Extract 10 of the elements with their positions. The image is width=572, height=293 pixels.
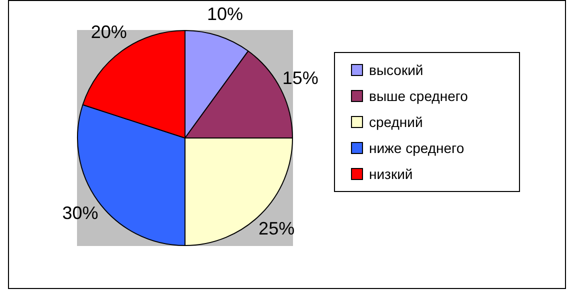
data-label: 25% <box>258 218 295 239</box>
data-label: 15% <box>282 68 318 88</box>
legend-label: низкий <box>369 166 413 182</box>
legend-label: выше среднего <box>369 88 468 104</box>
legend-label: высокий <box>369 62 424 78</box>
legend-label: средний <box>369 114 423 130</box>
data-label: 10% <box>207 4 244 24</box>
data-label: 30% <box>62 203 98 224</box>
data-label: 20% <box>90 22 127 42</box>
legend-label: ниже среднего <box>369 140 464 156</box>
